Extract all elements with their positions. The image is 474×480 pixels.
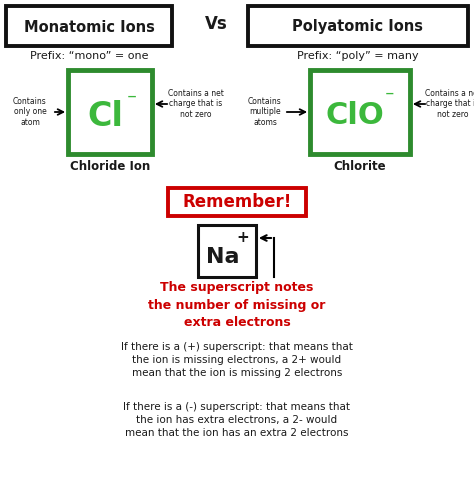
- Text: +: +: [237, 230, 250, 245]
- Text: Contains
only one
atom: Contains only one atom: [13, 97, 47, 127]
- Text: The superscript notes
the number of missing or
extra electrons: The superscript notes the number of miss…: [148, 281, 326, 328]
- Text: Remember!: Remember!: [182, 193, 292, 211]
- Text: Chlorite: Chlorite: [334, 160, 386, 173]
- Text: Contains
multiple
atoms: Contains multiple atoms: [248, 97, 282, 127]
- Text: If there is a (-) superscript: that means that
the ion has extra electrons, a 2-: If there is a (-) superscript: that mean…: [124, 402, 350, 438]
- Text: Vs: Vs: [205, 15, 228, 33]
- Text: Contains a net
charge that is
not zero: Contains a net charge that is not zero: [168, 89, 224, 119]
- FancyBboxPatch shape: [68, 70, 152, 154]
- FancyBboxPatch shape: [168, 188, 306, 216]
- Text: Na: Na: [206, 247, 239, 267]
- FancyBboxPatch shape: [198, 225, 256, 277]
- FancyBboxPatch shape: [6, 6, 172, 46]
- Text: If there is a (+) superscript: that means that
the ion is missing electrons, a 2: If there is a (+) superscript: that mean…: [121, 342, 353, 378]
- Text: Contains a net
charge that is
not zero: Contains a net charge that is not zero: [425, 89, 474, 119]
- Text: Monatomic Ions: Monatomic Ions: [24, 20, 155, 35]
- Text: Prefix: “mono” = one: Prefix: “mono” = one: [30, 51, 148, 61]
- Text: ClO: ClO: [326, 101, 384, 131]
- Text: ⁻: ⁻: [127, 91, 137, 109]
- FancyBboxPatch shape: [310, 70, 410, 154]
- Text: Prefix: “poly” = many: Prefix: “poly” = many: [297, 51, 419, 61]
- FancyBboxPatch shape: [248, 6, 468, 46]
- Text: Cl: Cl: [87, 99, 123, 132]
- Text: Chloride Ion: Chloride Ion: [70, 160, 150, 173]
- Text: ⁻: ⁻: [385, 89, 395, 107]
- Text: Polyatomic Ions: Polyatomic Ions: [292, 20, 423, 35]
